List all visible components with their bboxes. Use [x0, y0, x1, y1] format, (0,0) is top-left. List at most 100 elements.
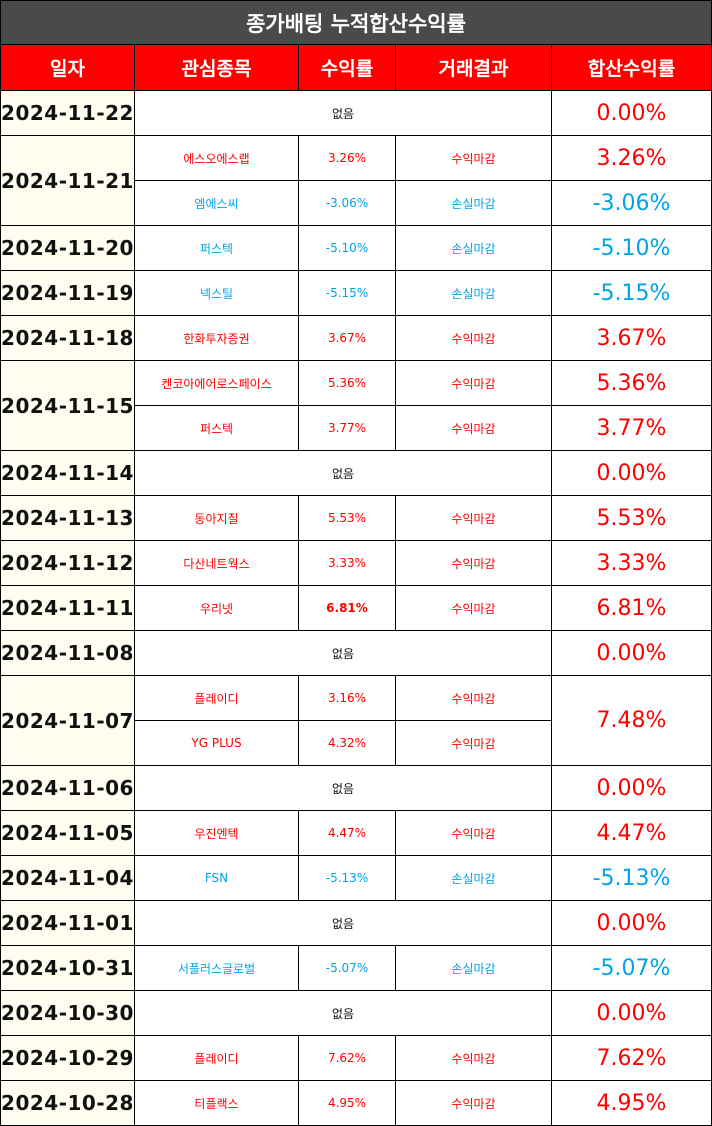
total-return-cell: -5.10% — [552, 226, 711, 271]
trade-result-cell: 수익마감 — [396, 136, 552, 181]
total-return-cell: 0.00% — [552, 766, 711, 811]
trade-result-cell: 손실마감 — [396, 226, 552, 271]
date-cell: 2024-11-18 — [1, 316, 135, 361]
total-return-cell: 4.95% — [552, 1081, 711, 1126]
stock-name-cell: 퍼스텍 — [135, 406, 299, 451]
header-total: 합산수익률 — [552, 45, 711, 91]
rate-cell: 5.53% — [299, 496, 396, 541]
total-return-cell: 3.26% — [552, 136, 711, 181]
stock-name-cell: 플레이디 — [135, 1036, 299, 1081]
stock-name-cell: 플레이디 — [135, 676, 299, 721]
rate-cell: 4.32% — [299, 721, 396, 766]
date-cell: 2024-11-15 — [1, 361, 135, 451]
total-return-cell: 0.00% — [552, 991, 711, 1036]
total-return-cell: 3.67% — [552, 316, 711, 361]
rate-cell: 6.81% — [299, 586, 396, 631]
rate-cell: -5.15% — [299, 271, 396, 316]
total-return-cell: 0.00% — [552, 451, 711, 496]
no-trade-cell: 없음 — [135, 991, 552, 1036]
total-return-cell: 6.81% — [552, 586, 711, 631]
date-cell: 2024-11-01 — [1, 901, 135, 946]
rate-cell: -5.07% — [299, 946, 396, 991]
rate-cell: 3.67% — [299, 316, 396, 361]
date-cell: 2024-10-28 — [1, 1081, 135, 1126]
header-rate: 수익률 — [299, 45, 396, 91]
stock-name-cell: 우리넷 — [135, 586, 299, 631]
total-return-cell: -3.06% — [552, 181, 711, 226]
stock-name-cell: 한화투자증권 — [135, 316, 299, 361]
trade-result-cell: 수익마감 — [396, 721, 552, 766]
trade-result-cell: 수익마감 — [396, 1036, 552, 1081]
rate-cell: 7.62% — [299, 1036, 396, 1081]
rate-cell: 3.16% — [299, 676, 396, 721]
total-return-cell: -5.07% — [552, 946, 711, 991]
header-stock: 관심종목 — [135, 45, 299, 91]
rate-cell: 3.77% — [299, 406, 396, 451]
no-trade-cell: 없음 — [135, 631, 552, 676]
stock-name-cell: 티플랙스 — [135, 1081, 299, 1126]
rate-cell: -5.10% — [299, 226, 396, 271]
stock-name-cell: 우진엔텍 — [135, 811, 299, 856]
total-return-cell: 5.36% — [552, 361, 711, 406]
rate-cell: -5.13% — [299, 856, 396, 901]
stock-name-cell: 다산네트웍스 — [135, 541, 299, 586]
trade-result-cell: 수익마감 — [396, 1081, 552, 1126]
date-cell: 2024-11-08 — [1, 631, 135, 676]
trade-result-cell: 손실마감 — [396, 271, 552, 316]
trade-result-cell: 수익마감 — [396, 541, 552, 586]
total-return-cell: -5.15% — [552, 271, 711, 316]
date-cell: 2024-11-14 — [1, 451, 135, 496]
stock-name-cell: 동아지질 — [135, 496, 299, 541]
total-return-cell: 0.00% — [552, 631, 711, 676]
rate-cell: 3.33% — [299, 541, 396, 586]
rate-cell: 4.95% — [299, 1081, 396, 1126]
date-cell: 2024-10-30 — [1, 991, 135, 1036]
date-cell: 2024-11-05 — [1, 811, 135, 856]
stock-name-cell: 넥스틸 — [135, 271, 299, 316]
trade-result-cell: 수익마감 — [396, 406, 552, 451]
date-cell: 2024-11-07 — [1, 676, 135, 766]
header-date: 일자 — [1, 45, 135, 91]
no-trade-cell: 없음 — [135, 451, 552, 496]
total-return-cell: 3.33% — [552, 541, 711, 586]
date-cell: 2024-11-21 — [1, 136, 135, 226]
stock-name-cell: 서플러스글로벌 — [135, 946, 299, 991]
trade-result-cell: 손실마감 — [396, 181, 552, 226]
trade-result-cell: 수익마감 — [396, 361, 552, 406]
stock-name-cell: FSN — [135, 856, 299, 901]
stock-name-cell: 켄코아에어로스페이스 — [135, 361, 299, 406]
total-return-cell: 0.00% — [552, 901, 711, 946]
date-cell: 2024-11-20 — [1, 226, 135, 271]
date-cell: 2024-11-11 — [1, 586, 135, 631]
date-cell: 2024-10-31 — [1, 946, 135, 991]
trade-result-cell: 수익마감 — [396, 811, 552, 856]
date-cell: 2024-11-22 — [1, 91, 135, 136]
trade-result-cell: 수익마감 — [396, 676, 552, 721]
no-trade-cell: 없음 — [135, 91, 552, 136]
rate-cell: -3.06% — [299, 181, 396, 226]
stock-name-cell: YG PLUS — [135, 721, 299, 766]
date-cell: 2024-11-19 — [1, 271, 135, 316]
rate-cell: 3.26% — [299, 136, 396, 181]
stock-name-cell: 에스오에스랩 — [135, 136, 299, 181]
stock-name-cell: 퍼스텍 — [135, 226, 299, 271]
trade-result-cell: 손실마감 — [396, 946, 552, 991]
total-return-cell: 5.53% — [552, 496, 711, 541]
trade-result-cell: 수익마감 — [396, 316, 552, 361]
trade-result-cell: 수익마감 — [396, 586, 552, 631]
trade-result-cell: 수익마감 — [396, 496, 552, 541]
rate-cell: 4.47% — [299, 811, 396, 856]
no-trade-cell: 없음 — [135, 766, 552, 811]
date-cell: 2024-10-29 — [1, 1036, 135, 1081]
date-cell: 2024-11-13 — [1, 496, 135, 541]
total-return-cell: -5.13% — [552, 856, 711, 901]
date-cell: 2024-11-12 — [1, 541, 135, 586]
no-trade-cell: 없음 — [135, 901, 552, 946]
stock-name-cell: 엠에스씨 — [135, 181, 299, 226]
total-return-cell: 7.62% — [552, 1036, 711, 1081]
trade-result-cell: 손실마감 — [396, 856, 552, 901]
table-title: 종가배팅 누적합산수익률 — [1, 1, 711, 45]
header-result: 거래결과 — [396, 45, 552, 91]
date-cell: 2024-11-06 — [1, 766, 135, 811]
